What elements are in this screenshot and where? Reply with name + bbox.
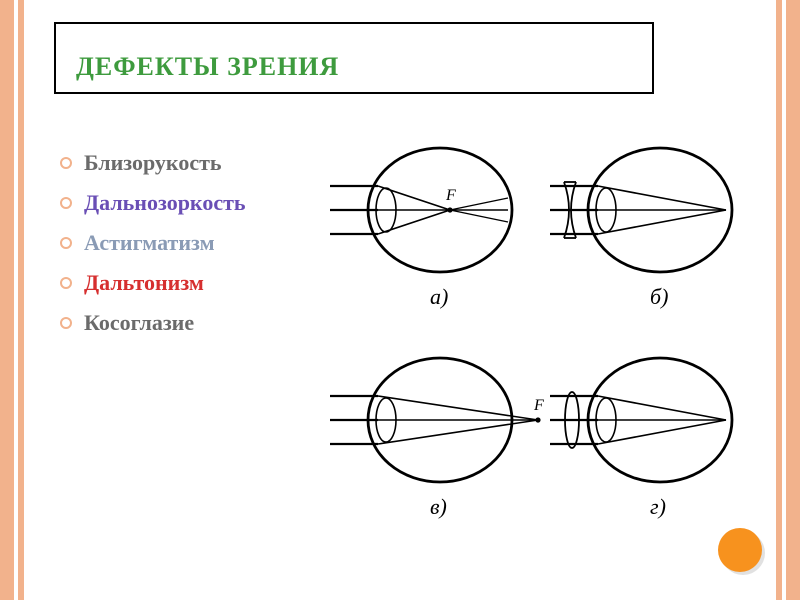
right-stripe-inner	[776, 0, 782, 600]
page-title: ДЕФЕКТЫ ЗРЕНИЯ	[76, 52, 632, 82]
list-item: Дальнозоркость	[60, 190, 246, 216]
bullet-icon	[60, 277, 72, 289]
list-item-label: Косоглазие	[84, 310, 194, 336]
svg-text:в): в)	[430, 494, 447, 519]
list-item: Астигматизм	[60, 230, 246, 256]
nav-button[interactable]	[718, 528, 762, 572]
svg-text:б): б)	[650, 284, 668, 309]
left-stripe-inner	[18, 0, 24, 600]
list-item-label: Дальтонизм	[84, 270, 204, 296]
svg-text:F: F	[533, 397, 544, 414]
list-item-label: Дальнозоркость	[84, 190, 246, 216]
left-stripe-outer	[0, 0, 14, 600]
bullet-icon	[60, 237, 72, 249]
bullet-icon	[60, 317, 72, 329]
bullet-icon	[60, 197, 72, 209]
list-item: Косоглазие	[60, 310, 246, 336]
list-item: Дальтонизм	[60, 270, 246, 296]
title-box: ДЕФЕКТЫ ЗРЕНИЯ	[54, 22, 654, 94]
list-item-label: Астигматизм	[84, 230, 215, 256]
right-stripe-outer	[786, 0, 800, 600]
svg-text:а): а)	[430, 284, 448, 309]
svg-text:F: F	[445, 187, 456, 204]
bullet-icon	[60, 157, 72, 169]
defect-list: Близорукость Дальнозоркость Астигматизм Дал…	[60, 150, 246, 350]
list-item-label: Близорукость	[84, 150, 222, 176]
list-item: Близорукость	[60, 150, 246, 176]
diagrams-area: F Fа) б) в) г)	[330, 140, 770, 560]
eye-diagrams-svg: F Fа) б) в) г)	[330, 140, 770, 560]
svg-text:г): г)	[650, 494, 666, 519]
